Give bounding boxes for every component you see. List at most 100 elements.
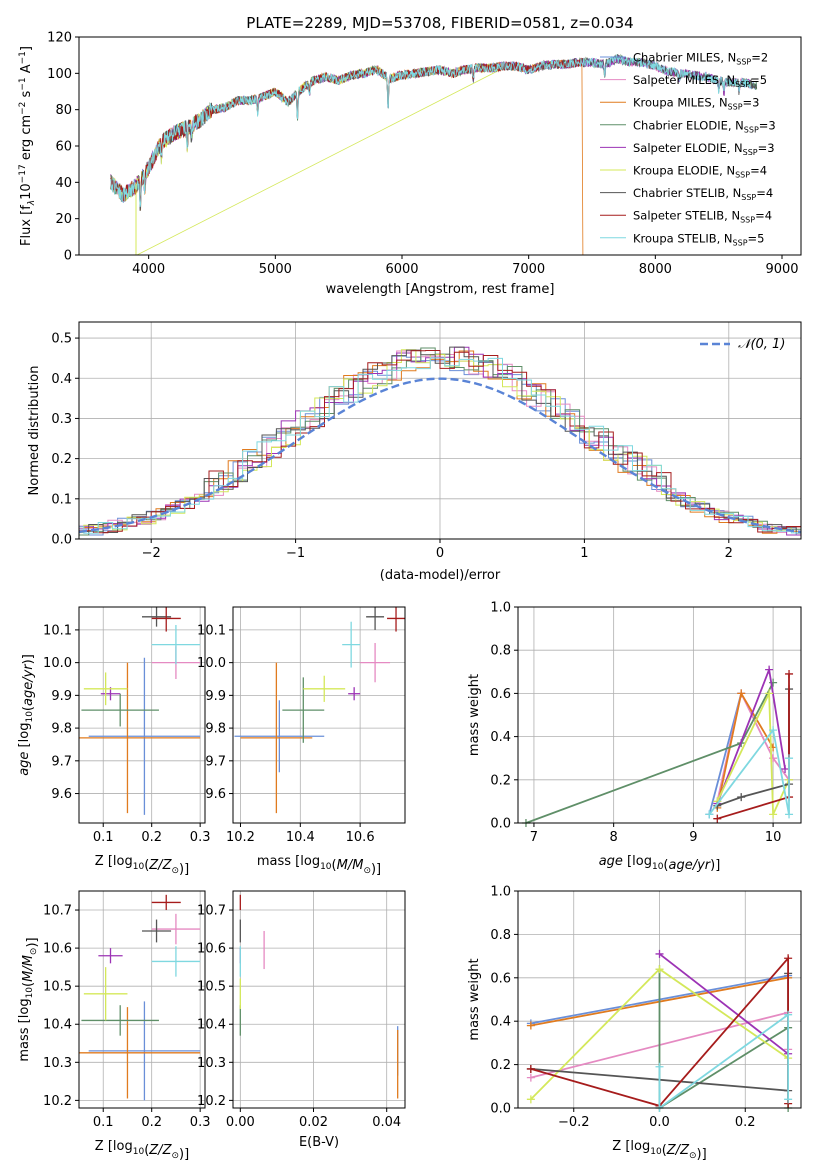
legend-entry: Kroupa STELIB, NSSP=5 <box>633 231 764 247</box>
mass-weight-vs-Z-ylabel: mass weight <box>467 958 482 1040</box>
residuals-xtick-label: −1 <box>286 546 305 561</box>
mass-weight-vs-age-xlabel: age [log10(age/yr)] <box>599 854 721 873</box>
spectrum-ytick-label: 100 <box>47 67 72 82</box>
mass_weight_vs_Z-ytick-label: 0.4 <box>490 1015 511 1030</box>
mass_weight_vs_age-marker <box>785 669 794 678</box>
residuals-ytick-label: 0.5 <box>51 332 72 347</box>
mass_weight_vs_Z-marker <box>784 1095 793 1104</box>
mass_vs_EBV-ytick-label: 10.3 <box>197 1056 226 1071</box>
mass-vs-Z-ylabel: mass [log10(M/M⊙)] <box>17 937 40 1061</box>
age_vs_mass-ytick-label: 9.8 <box>205 722 226 737</box>
mass_weight_vs_age-marker <box>713 814 722 823</box>
age_vs_mass-errorbar-point <box>348 687 361 701</box>
mass_vs_EBV-ytick-label: 10.7 <box>197 904 226 919</box>
mass_weight_vs_Z-marker <box>526 1073 535 1082</box>
mass_vs_Z-errorbar-point <box>79 1007 201 1099</box>
mass_vs_EBV-ytick-label: 10.2 <box>197 1094 226 1109</box>
legend-entry: Kroupa MILES, NSSP=3 <box>633 96 759 112</box>
age-vs-Z-ylabel: age [log10(age/yr)] <box>17 654 36 776</box>
mass_weight_vs_Z-ytick-label: 0.2 <box>490 1058 511 1073</box>
age_vs_Z-ytick-label: 10.0 <box>43 656 72 671</box>
age_vs_mass-errorbar-point <box>282 677 325 743</box>
age_vs_Z-errorbar-point <box>151 625 201 665</box>
spectrum-xtick-label: 4000 <box>132 262 165 277</box>
mass_weight_vs_Z-series-line <box>658 1012 789 1110</box>
spectrum-series-line <box>110 62 504 255</box>
age_vs_Z-errorbar-point <box>88 657 201 815</box>
age_vs_Z-ytick-label: 9.6 <box>51 787 72 802</box>
spectrum-ytick-label: 20 <box>55 212 72 227</box>
residuals-ytick-label: 0.3 <box>51 412 72 427</box>
mass_weight_vs_Z-marker <box>784 1010 793 1019</box>
normal-legend-label: 𝒩(0, 1) <box>738 337 785 352</box>
age_vs_mass-errorbar-point <box>234 700 325 773</box>
age_vs_mass-xtick-label: 10.2 <box>226 830 255 845</box>
mass_vs_Z-ytick-label: 10.3 <box>43 1056 72 1071</box>
mass_weight_vs_age-xtick-label: 9 <box>689 830 697 845</box>
mass_weight_vs_age-marker <box>785 754 794 763</box>
mass-vs-Z-xlabel: Z [log10(Z/Z⊙)] <box>95 1139 189 1162</box>
mass_vs_Z-xtick-label: 0.3 <box>190 1115 211 1130</box>
residuals-ytick-label: 0.1 <box>51 492 72 507</box>
mass_vs_EBV-xtick-label: 0.02 <box>299 1115 328 1130</box>
mass_vs_EBV-frame <box>232 890 406 1109</box>
legend-entry: Salpeter MILES, NSSP=5 <box>633 73 767 89</box>
mass_weight_vs_Z-marker <box>526 1064 535 1073</box>
mass_vs_EBV-ytick-label: 10.5 <box>197 980 226 995</box>
mass_vs_Z-ytick-label: 10.7 <box>43 904 72 919</box>
age_vs_Z-errorbar-point <box>81 693 159 727</box>
mass_vs_Z-errorbar-point <box>83 967 128 1021</box>
age_vs_mass-xtick-label: 10.4 <box>286 830 315 845</box>
residuals-ytick-label: 0.4 <box>51 372 72 387</box>
mass_vs_EBV-xtick-label: 0.00 <box>226 1115 255 1130</box>
mass_vs_Z-errorbar-point <box>151 894 181 911</box>
mass_weight_vs_Z-ytick-label: 1.0 <box>490 885 511 900</box>
residuals-xtick-label: 2 <box>725 546 733 561</box>
age_vs_Z-ytick-label: 9.8 <box>51 722 72 737</box>
age-vs-mass-xlabel: mass [log10(M/M⊙)] <box>257 854 381 877</box>
age_vs_mass-ytick-label: 9.7 <box>205 754 226 769</box>
mass_weight_vs_Z-marker <box>526 1095 535 1104</box>
spectrum-ytick-label: 80 <box>55 103 72 118</box>
spectrum-axes: 4000 5000 6000 7000 8000 9000 0 20 40 60 80 100 120 <box>47 31 798 278</box>
histogram-series <box>79 349 801 534</box>
age_vs_Z-errorbar-point <box>79 662 201 814</box>
residuals-ytick-label: 0.0 <box>51 533 72 548</box>
mass_vs_EBV-axes: 0.00 0.02 0.04 10.2 10.3 10.4 10.5 10.6 10.7 <box>197 891 405 1130</box>
age_vs_mass-errorbar-point <box>303 675 346 702</box>
mass-weight-vs-Z-xlabel: Z [log10(Z/Z⊙)] <box>612 1139 706 1162</box>
age_vs_Z-ytick-label: 9.9 <box>51 689 72 704</box>
age_vs_mass-ytick-label: 9.6 <box>205 787 226 802</box>
residuals-xtick-label: 0 <box>436 546 444 561</box>
mass_weight_vs_age-ytick-label: 0.6 <box>490 687 511 702</box>
mass_weight_vs_age-ytick-label: 0.0 <box>490 817 511 832</box>
normal-curve <box>78 377 802 534</box>
mass_weight_vs_age-frame <box>517 606 802 824</box>
spectrum-series-line <box>110 58 583 206</box>
mass_vs_Z-xtick-label: 0.2 <box>141 1115 162 1130</box>
mass_weight_vs_age-ytick-label: 1.0 <box>490 601 511 616</box>
spectrum-xtick-label: 8000 <box>639 262 672 277</box>
age_vs_mass-ytick-label: 9.9 <box>205 689 226 704</box>
mass_vs_Z-errorbar-point <box>81 1005 159 1036</box>
residuals-xtick-label: −2 <box>142 546 161 561</box>
age_vs_Z-xtick-label: 0.3 <box>190 830 211 845</box>
mass_weight_vs_Z-marker <box>526 1021 535 1030</box>
mass_weight_vs_Z-xtick-label: −0.2 <box>558 1115 590 1130</box>
mass_vs_Z-axes: 0.1 0.2 0.3 10.2 10.3 10.4 10.5 10.6 10.7 <box>43 891 210 1130</box>
age_vs_Z-ytick-label: 10.1 <box>43 623 72 638</box>
mass_vs_Z-errorbar-point <box>142 919 172 943</box>
mass-weight-vs-age-ylabel: mass weight <box>467 674 482 756</box>
age-vs-Z-xlabel: Z [log10(Z/Z⊙)] <box>95 854 189 877</box>
mass_weight_vs_age-marker <box>785 810 794 819</box>
age_vs_mass-errorbar-point <box>240 662 313 814</box>
age_vs_mass-errorbar-point <box>387 607 405 632</box>
mass_weight_vs_Z-ytick-label: 0.0 <box>490 1102 511 1117</box>
mass_vs_Z-frame <box>78 890 206 1109</box>
age_vs_Z-axes: 0.1 0.2 0.3 9.6 9.7 9.8 9.9 10.0 10.1 <box>43 607 210 845</box>
mass_weight_vs_age-marker <box>765 689 774 698</box>
histogram-series <box>79 350 801 534</box>
spectrum-legend: Chabrier MILES, NSSP=2 Salpeter MILES, NS… <box>600 51 776 247</box>
mass_weight_vs_age-ytick-label: 0.4 <box>490 730 511 745</box>
